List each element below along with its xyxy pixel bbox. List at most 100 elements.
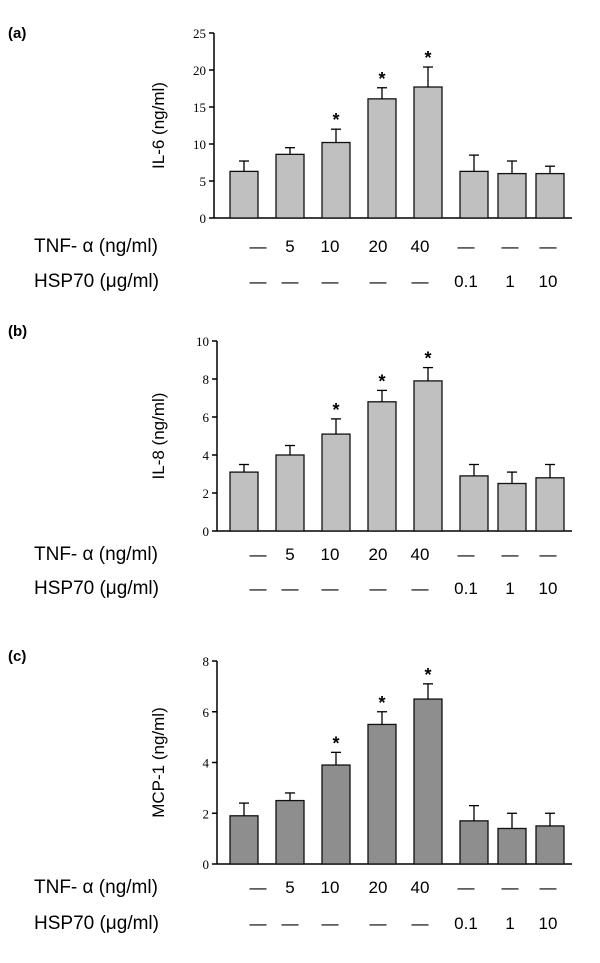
tnf-value: 10 (321, 878, 340, 897)
tnf-value: 40 (411, 237, 430, 256)
hsp-value: 10 (539, 914, 558, 933)
tnf-value: — (458, 237, 475, 256)
y-tick-label: 5 (200, 174, 207, 189)
y-tick-label: 4 (203, 756, 210, 771)
tnf-row-label: TNF- α (ng/ml) (34, 544, 158, 565)
hsp-value: 0.1 (454, 914, 478, 933)
hsp-value: — (250, 272, 267, 291)
y-tick-label: 10 (196, 334, 209, 349)
bar (229, 815, 259, 865)
bar (321, 764, 351, 865)
significance-star: * (424, 349, 431, 369)
bar (535, 172, 565, 219)
tnf-value: — (502, 878, 519, 897)
y-tick-label: 15 (193, 100, 206, 115)
y-tick-label: 6 (203, 705, 210, 720)
significance-star: * (378, 371, 385, 391)
bar (321, 141, 351, 219)
y-tick-label: 8 (203, 372, 210, 387)
hsp-value: 10 (539, 272, 558, 291)
bar (367, 401, 397, 532)
hsp-value: — (250, 579, 267, 598)
tnf-value: 20 (369, 878, 388, 897)
y-tick-label: 0 (200, 211, 207, 226)
y-tick-label: 2 (203, 806, 210, 821)
bar (535, 477, 565, 532)
hsp-row-label: HSP70 (μg/ml) (34, 271, 159, 292)
y-tick-label: 20 (193, 63, 206, 78)
tnf-value: — (540, 237, 557, 256)
hsp-value: — (412, 579, 429, 598)
hsp-value: 0.1 (454, 579, 478, 598)
hsp-value: 1 (505, 914, 514, 933)
hsp-value: — (322, 579, 339, 598)
y-tick-label: 4 (203, 448, 210, 463)
bar (367, 98, 397, 219)
bar (413, 698, 443, 865)
hsp-value: — (322, 272, 339, 291)
significance-star: * (378, 69, 385, 89)
tnf-row-label: TNF- α (ng/ml) (34, 877, 158, 898)
tnf-value: 5 (285, 878, 294, 897)
y-tick-label: 6 (203, 410, 210, 425)
bar (275, 799, 305, 865)
bar (367, 723, 397, 865)
tnf-value: 20 (369, 237, 388, 256)
y-tick-label: 25 (193, 26, 206, 41)
bar (229, 471, 259, 532)
significance-star: * (332, 733, 339, 753)
bar (413, 380, 443, 532)
y-axis-label: IL-8 (ng/ml) (149, 393, 168, 480)
tnf-value: — (540, 545, 557, 564)
bar (497, 172, 527, 219)
tnf-value: — (540, 878, 557, 897)
tnf-value: — (250, 878, 267, 897)
y-tick-label: 0 (203, 857, 210, 872)
tnf-value: 20 (369, 545, 388, 564)
bar (497, 482, 527, 532)
bar (497, 827, 527, 865)
bar (535, 825, 565, 865)
significance-star: * (332, 110, 339, 130)
tnf-value: — (502, 237, 519, 256)
hsp-value: — (370, 579, 387, 598)
tnf-value: 10 (321, 237, 340, 256)
hsp-value: — (250, 914, 267, 933)
hsp-value: 1 (505, 579, 514, 598)
hsp-value: — (282, 579, 299, 598)
y-tick-label: 2 (203, 486, 210, 501)
hsp-value: — (282, 914, 299, 933)
y-axis-label: MCP-1 (ng/ml) (149, 707, 168, 818)
significance-star: * (424, 48, 431, 68)
tnf-value: 40 (411, 545, 430, 564)
hsp-value: 0.1 (454, 272, 478, 291)
tnf-value: 5 (285, 545, 294, 564)
hsp-row-label: HSP70 (μg/ml) (34, 913, 159, 934)
hsp-value: — (412, 914, 429, 933)
tnf-value: 5 (285, 237, 294, 256)
y-axis-label: IL-6 (ng/ml) (149, 82, 168, 169)
significance-star: * (378, 693, 385, 713)
tnf-value: — (250, 545, 267, 564)
bar (275, 153, 305, 219)
hsp-value: — (370, 914, 387, 933)
significance-star: * (332, 400, 339, 420)
hsp-value: — (322, 914, 339, 933)
bar (229, 170, 259, 219)
bar (413, 86, 443, 219)
hsp-value: — (282, 272, 299, 291)
chart-panel: (b) 0 2 4 6 8 10 IL-8 (ng/ml) * * * TNF- α (ng/ml) H… (8, 323, 572, 599)
bar (459, 170, 489, 219)
tnf-value: 40 (411, 878, 430, 897)
y-tick-label: 10 (193, 137, 206, 152)
bar (321, 433, 351, 532)
y-tick-label: 8 (203, 654, 210, 669)
tnf-value: — (458, 545, 475, 564)
bar (459, 475, 489, 532)
hsp-row-label: HSP70 (μg/ml) (34, 578, 159, 599)
tnf-value: 10 (321, 545, 340, 564)
hsp-value: — (412, 272, 429, 291)
hsp-value: — (370, 272, 387, 291)
